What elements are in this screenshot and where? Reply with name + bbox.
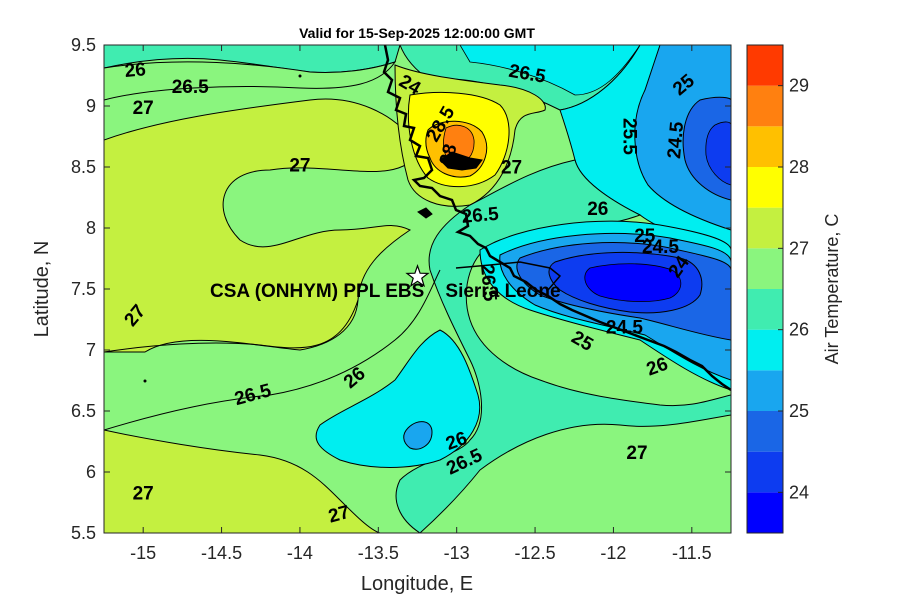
contour-label: 25.5 [619, 118, 640, 155]
y-tick-label: 7 [86, 340, 96, 360]
x-tick-label: -15 [130, 543, 156, 563]
x-tick-label: -13 [444, 543, 470, 563]
y-tick-label: 6.5 [71, 401, 96, 421]
colorbar-tick-label: 26 [789, 320, 809, 340]
x-axis-ticks: -15 -14.5 -14 -13.5 -13 -12.5 -12 -11.5 [130, 45, 712, 563]
colorbar-swatch [747, 451, 783, 493]
y-tick-label: 7.5 [71, 279, 96, 299]
y-tick-label: 6 [86, 462, 96, 482]
contour-line-26.5-southwest [104, 269, 441, 431]
colorbar-tick-label: 29 [789, 76, 809, 96]
contour-label: 27 [133, 483, 154, 504]
colorbar-ticks: 24 25 26 27 28 29 [778, 76, 809, 502]
coastal-dot [298, 74, 302, 78]
band-23.5-east-cell [584, 263, 682, 303]
x-tick-label: -11.5 [672, 543, 712, 563]
y-tick-label: 5.5 [71, 523, 96, 543]
colorbar-swatch [747, 126, 783, 167]
y-axis-ticks: 5.5 6 6.5 7 7.5 8 8.5 9 9.5 [71, 35, 731, 543]
colorbar-swatch [747, 167, 783, 208]
colorbar-tick-label: 28 [789, 157, 809, 177]
band-25-south-pocket [403, 421, 433, 450]
y-tick-label: 8.5 [71, 157, 96, 177]
contour-label: 24.5 [606, 318, 643, 339]
x-tick-label: -14.5 [201, 543, 242, 563]
colorbar-swatch [747, 411, 783, 452]
y-tick-label: 9 [86, 96, 96, 116]
band-25.5-north [459, 45, 641, 96]
y-tick-label: 8 [86, 218, 96, 238]
colorbar-swatch [747, 370, 783, 411]
y-tick-label: 9.5 [71, 35, 96, 55]
colorbar-tick-label: 27 [789, 238, 809, 258]
colorbar-tick-label: 24 [789, 482, 809, 502]
colorbar-swatch [747, 329, 783, 371]
band-27-southwest [104, 429, 381, 533]
colorbar-swatch [747, 45, 783, 86]
contour-label: 27 [501, 158, 522, 179]
band-26.5-southeast [419, 414, 731, 533]
x-tick-label: -12 [600, 543, 626, 563]
coastline [382, 45, 731, 392]
colorbar-swatch [747, 289, 783, 330]
contour-label: 27 [289, 155, 310, 176]
island [417, 207, 433, 219]
band-27-west [104, 98, 421, 353]
x-tick-label: -14 [287, 543, 313, 563]
colorbar-swatch [747, 207, 783, 249]
contour-label: 24.5 [642, 237, 679, 258]
colorbar-swatch [747, 248, 783, 289]
site-star-icon [405, 263, 430, 288]
x-tick-label: -13.5 [358, 543, 399, 563]
x-tick-label: -12.5 [515, 543, 556, 563]
contour-label: 26.5 [476, 264, 500, 303]
contour-label: 26.5 [461, 204, 500, 228]
colorbar-swatch [747, 492, 783, 533]
contour-label: 27 [133, 98, 154, 119]
border-line [455, 261, 562, 291]
band-24-northeast [705, 121, 731, 186]
colorbar-swatch [747, 85, 783, 127]
y-axis-label: Latitude, N [31, 241, 53, 338]
map-title: Valid for 15-Sep-2025 12:00:00 GMT [299, 25, 535, 41]
contour-label: 27 [626, 443, 647, 464]
site-label: CSA (ONHYM) PPL EBS Sierra Leone [210, 281, 561, 302]
contour-label: 26 [124, 59, 147, 82]
band-25.5-south [315, 329, 481, 468]
contour-label: 26 [587, 199, 608, 220]
band-26.5-northwest [104, 61, 397, 101]
x-axis-label: Longitude, E [361, 573, 473, 595]
contour-label: 26.5 [172, 77, 209, 98]
colorbar-label: Air Temperature, C [822, 214, 842, 365]
colorbar [747, 45, 783, 533]
contour-label: 25 [634, 226, 656, 247]
contour-line-27-west [104, 299, 359, 353]
contour-label: 24.5 [664, 120, 688, 159]
site-marker-group: CSA (ONHYM) PPL EBS Sierra Leone [210, 263, 561, 302]
island [439, 151, 483, 171]
colorbar-frame [746, 44, 784, 534]
colorbar-tick-label: 25 [789, 401, 809, 421]
coastal-dot [143, 379, 147, 383]
